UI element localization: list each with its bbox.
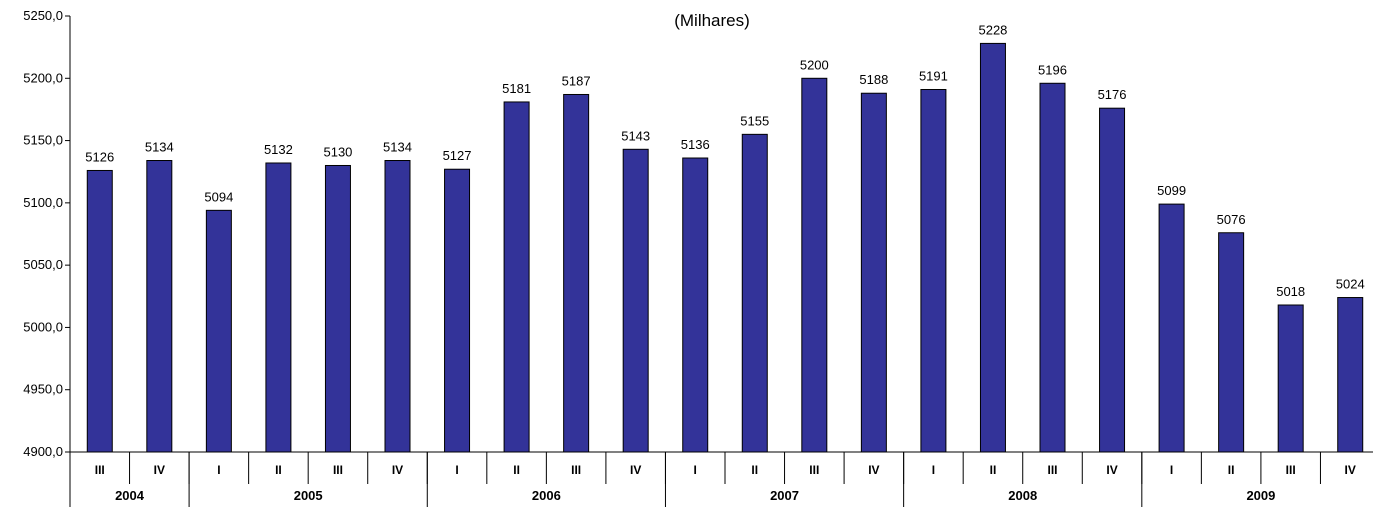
category-label: III bbox=[1286, 463, 1296, 477]
category-label: III bbox=[333, 463, 343, 477]
data-label: 5196 bbox=[1038, 62, 1067, 77]
y-axis: 4900,0 4950,0 5000,0 5050,0 5100,0 5150,0 5200… bbox=[23, 8, 71, 459]
x-axis: III IV I II III IV I II III IV I II III IV I II III IV I II… bbox=[69, 451, 1373, 507]
category-label: II bbox=[1228, 463, 1235, 477]
data-label: 5126 bbox=[85, 149, 114, 164]
bar bbox=[1158, 203, 1185, 453]
y-tick-label: 5200,0 bbox=[23, 70, 63, 85]
data-label: 5155 bbox=[740, 113, 769, 128]
bar bbox=[741, 133, 768, 453]
category-label: IV bbox=[1345, 463, 1356, 477]
bar bbox=[205, 209, 232, 453]
y-tick-label: 5050,0 bbox=[23, 257, 63, 272]
y-tick-label: 4950,0 bbox=[23, 382, 63, 397]
year-label: 2008 bbox=[1008, 488, 1037, 503]
year-label: 2005 bbox=[294, 488, 323, 503]
data-label: 5130 bbox=[323, 144, 352, 159]
bar bbox=[146, 160, 173, 453]
bar bbox=[801, 77, 828, 453]
data-label: 5127 bbox=[443, 148, 472, 163]
bar bbox=[265, 162, 292, 453]
bar bbox=[503, 101, 530, 453]
bar bbox=[682, 157, 709, 453]
bar bbox=[384, 160, 411, 453]
data-label: 5099 bbox=[1157, 183, 1186, 198]
y-tick-label: 5250,0 bbox=[23, 8, 63, 23]
data-label: 5181 bbox=[502, 81, 531, 96]
bar bbox=[444, 168, 471, 453]
category-label: IV bbox=[1106, 463, 1117, 477]
data-label: 5018 bbox=[1276, 284, 1305, 299]
category-label: I bbox=[217, 463, 220, 477]
data-label: 5143 bbox=[621, 128, 650, 143]
data-label: 5200 bbox=[800, 57, 829, 72]
bar bbox=[860, 92, 887, 453]
category-label: II bbox=[513, 463, 520, 477]
y-tick-label: 4900,0 bbox=[23, 444, 63, 459]
category-label: III bbox=[571, 463, 581, 477]
bar bbox=[324, 164, 351, 453]
y-tick-label: 5150,0 bbox=[23, 133, 63, 148]
bar bbox=[1337, 297, 1364, 453]
category-label: II bbox=[990, 463, 997, 477]
data-label: 5188 bbox=[859, 72, 888, 87]
data-label: 5134 bbox=[383, 140, 412, 155]
data-label: 5136 bbox=[681, 137, 710, 152]
category-label: I bbox=[932, 463, 935, 477]
category-label: I bbox=[694, 463, 697, 477]
data-label: 5176 bbox=[1098, 87, 1127, 102]
bar bbox=[1039, 82, 1066, 453]
data-label: 5094 bbox=[204, 189, 233, 204]
chart-title: (Milhares) bbox=[674, 11, 750, 30]
bar bbox=[920, 88, 947, 453]
bar bbox=[1218, 232, 1245, 453]
year-label: 2004 bbox=[115, 488, 145, 503]
year-label: 2009 bbox=[1246, 488, 1275, 503]
data-label: 5187 bbox=[562, 73, 591, 88]
category-label: IV bbox=[630, 463, 641, 477]
year-label: 2007 bbox=[770, 488, 799, 503]
bar bbox=[563, 93, 590, 453]
bar bbox=[1099, 107, 1126, 453]
data-label: 5132 bbox=[264, 142, 293, 157]
y-tick-label: 5100,0 bbox=[23, 195, 63, 210]
category-label: IV bbox=[868, 463, 879, 477]
category-label: I bbox=[455, 463, 458, 477]
bar bbox=[979, 42, 1006, 453]
category-label: IV bbox=[154, 463, 165, 477]
data-label: 5024 bbox=[1336, 277, 1365, 292]
data-label: 5134 bbox=[145, 140, 174, 155]
bar bbox=[86, 169, 113, 453]
category-label: II bbox=[751, 463, 758, 477]
data-label: 5191 bbox=[919, 68, 948, 83]
y-tick-label: 5000,0 bbox=[23, 319, 63, 334]
bars: 5126 5134 5094 5132 5130 5134 5127 5181 5187 5143… bbox=[85, 22, 1365, 453]
bar bbox=[1277, 304, 1304, 453]
category-label: III bbox=[809, 463, 819, 477]
data-label: 5076 bbox=[1217, 212, 1246, 227]
bar bbox=[622, 148, 649, 453]
category-label: III bbox=[1047, 463, 1057, 477]
year-label: 2006 bbox=[532, 488, 561, 503]
category-label: I bbox=[1170, 463, 1173, 477]
category-label: III bbox=[95, 463, 105, 477]
data-label: 5228 bbox=[978, 22, 1007, 37]
category-label: IV bbox=[392, 463, 403, 477]
category-label: II bbox=[275, 463, 282, 477]
